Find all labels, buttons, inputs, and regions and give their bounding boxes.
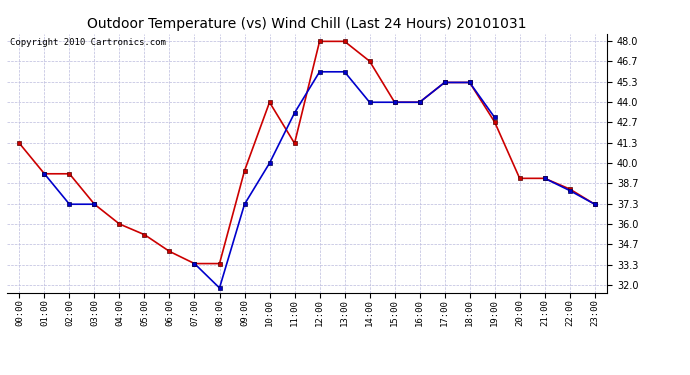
Title: Outdoor Temperature (vs) Wind Chill (Last 24 Hours) 20101031: Outdoor Temperature (vs) Wind Chill (Las… bbox=[88, 17, 526, 31]
Text: Copyright 2010 Cartronics.com: Copyright 2010 Cartronics.com bbox=[10, 38, 166, 46]
